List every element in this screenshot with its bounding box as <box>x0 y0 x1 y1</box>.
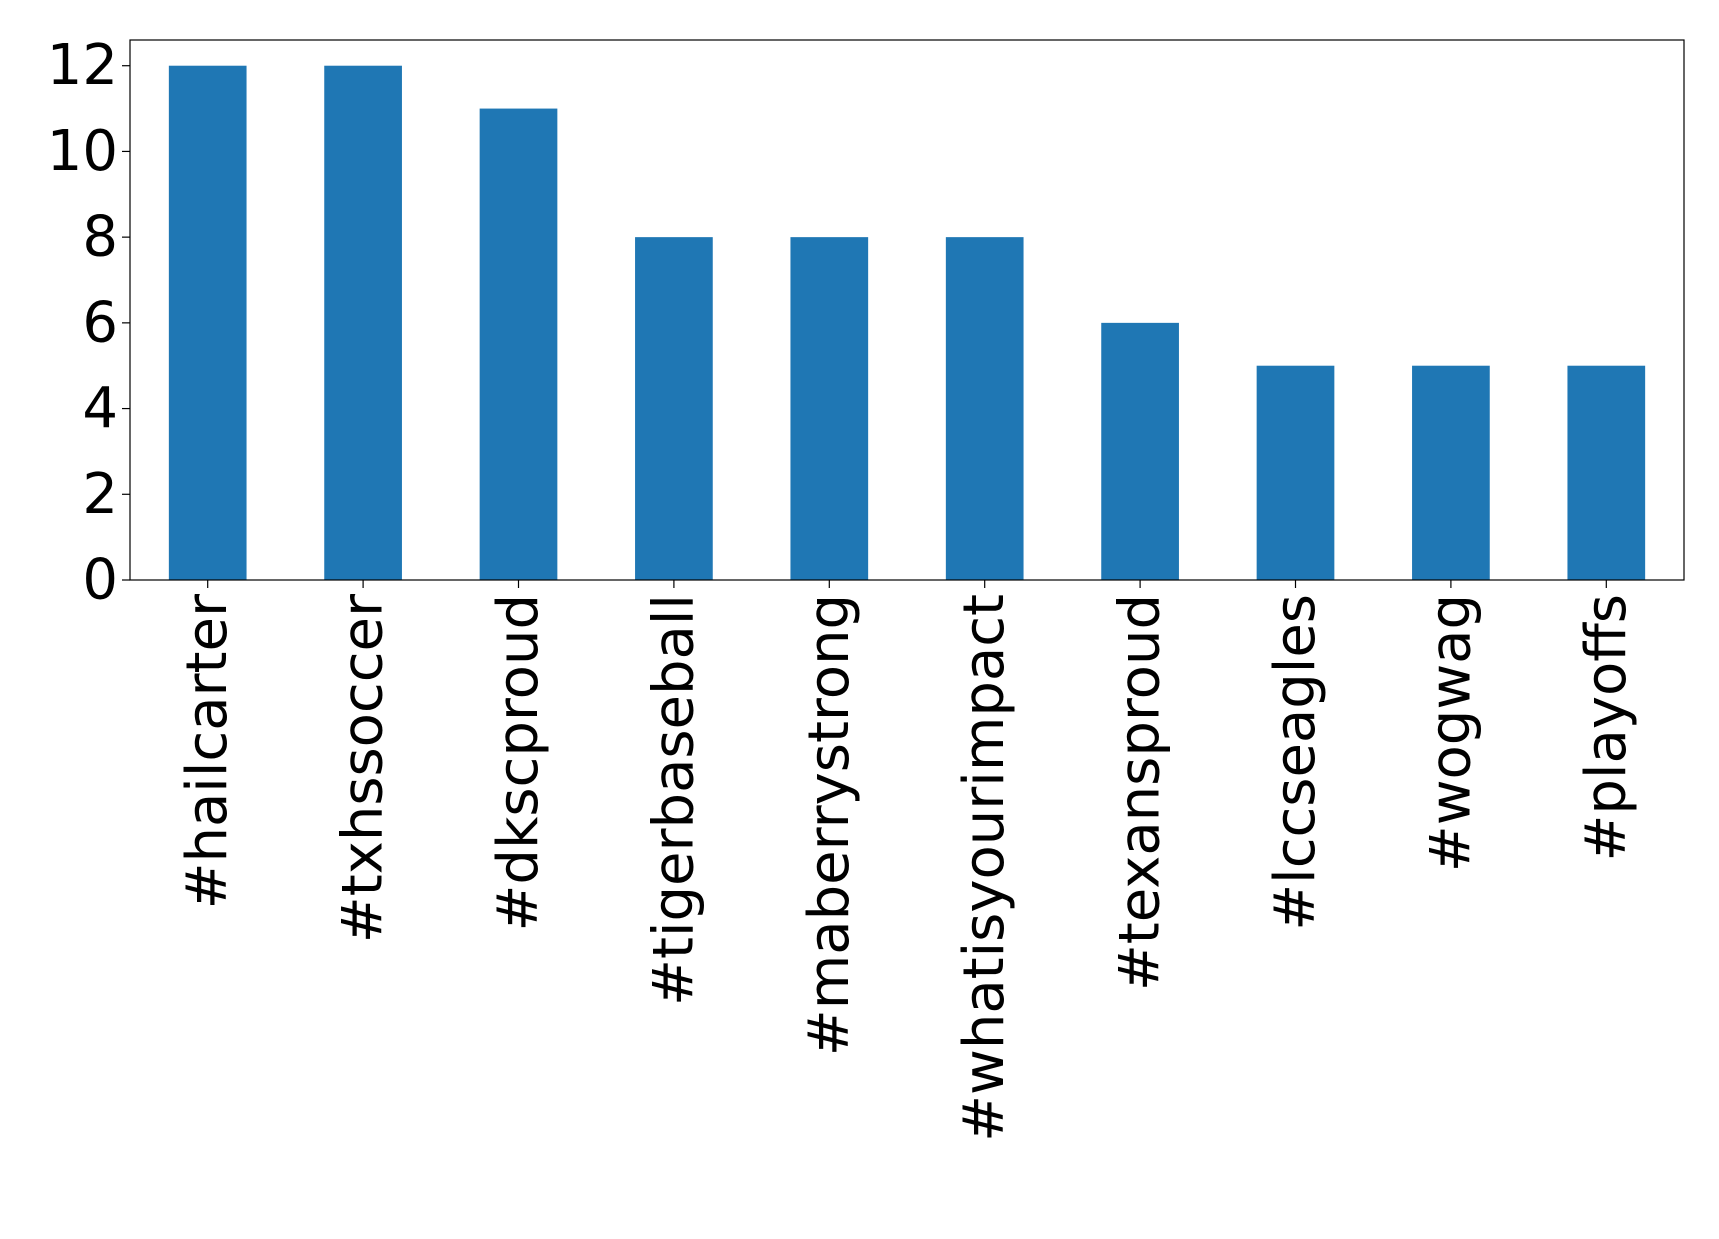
x-tick-label: #maberrystrong <box>797 594 862 1056</box>
bar <box>1101 322 1179 580</box>
bar <box>1567 365 1646 580</box>
x-tick-label: #hailcarter <box>175 593 240 909</box>
x-tick-label: #lccseagles <box>1263 594 1328 931</box>
x-tick-label: #txhssoccer <box>331 593 396 943</box>
bar <box>945 237 1024 580</box>
y-tick-label: 12 <box>47 33 118 98</box>
y-tick-label: 6 <box>82 290 118 355</box>
x-tick-label: #whatisyourimpact <box>952 594 1017 1142</box>
bar <box>168 65 247 580</box>
y-tick-label: 0 <box>82 548 118 613</box>
x-tick-label: #playoffs <box>1574 594 1639 862</box>
x-tick-label: #texansproud <box>1108 594 1173 991</box>
bar <box>1412 365 1490 580</box>
y-tick-label: 8 <box>82 205 118 270</box>
bar <box>324 65 402 580</box>
bar <box>790 237 869 580</box>
y-tick-label: 2 <box>82 462 118 527</box>
bar <box>479 108 558 581</box>
y-tick-label: 4 <box>82 376 118 441</box>
bar <box>635 237 713 580</box>
x-tick-label: #wogwag <box>1418 594 1483 872</box>
y-tick-label: 10 <box>47 119 118 184</box>
x-tick-label: #dkscproud <box>486 594 551 932</box>
x-tick-label: #tigerbaseball <box>641 594 706 1006</box>
plot-frame <box>129 39 1685 581</box>
bar <box>1256 365 1335 580</box>
